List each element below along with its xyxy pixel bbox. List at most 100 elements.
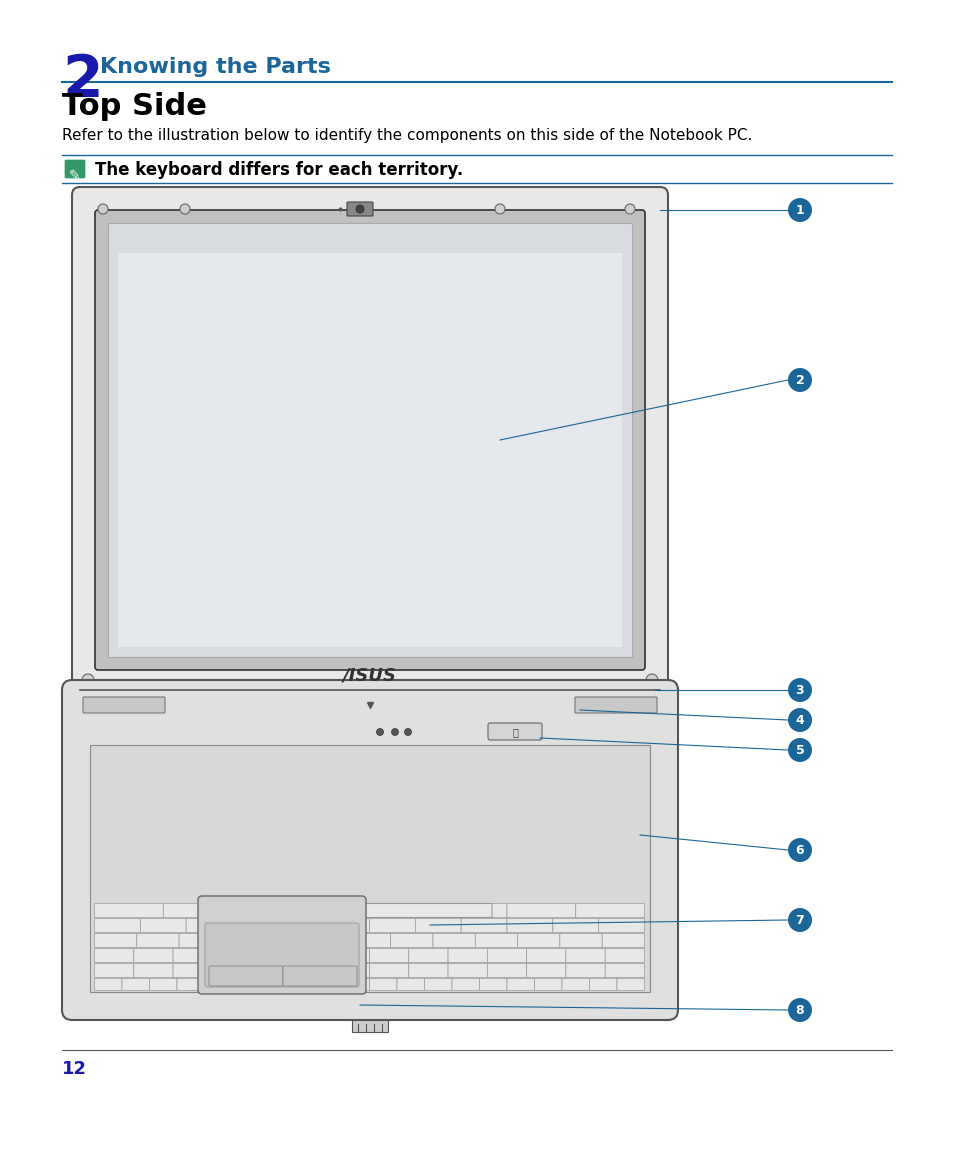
Text: 2: 2 bbox=[795, 373, 803, 387]
FancyBboxPatch shape bbox=[300, 903, 369, 917]
FancyBboxPatch shape bbox=[71, 187, 667, 693]
FancyBboxPatch shape bbox=[94, 918, 140, 932]
FancyBboxPatch shape bbox=[150, 978, 177, 991]
Circle shape bbox=[787, 678, 811, 702]
Text: 8: 8 bbox=[795, 1004, 803, 1016]
Text: 1: 1 bbox=[795, 203, 803, 216]
Circle shape bbox=[787, 839, 811, 862]
FancyBboxPatch shape bbox=[177, 978, 204, 991]
FancyBboxPatch shape bbox=[433, 933, 475, 947]
FancyBboxPatch shape bbox=[408, 963, 448, 977]
Circle shape bbox=[787, 998, 811, 1022]
FancyBboxPatch shape bbox=[601, 933, 644, 947]
Circle shape bbox=[787, 738, 811, 762]
FancyBboxPatch shape bbox=[314, 978, 341, 991]
FancyBboxPatch shape bbox=[604, 948, 644, 962]
Circle shape bbox=[787, 368, 811, 392]
FancyBboxPatch shape bbox=[232, 978, 259, 991]
FancyBboxPatch shape bbox=[283, 966, 356, 986]
FancyBboxPatch shape bbox=[221, 933, 263, 947]
FancyBboxPatch shape bbox=[526, 948, 565, 962]
FancyBboxPatch shape bbox=[118, 253, 621, 647]
FancyBboxPatch shape bbox=[460, 918, 506, 932]
FancyBboxPatch shape bbox=[94, 963, 133, 977]
FancyBboxPatch shape bbox=[65, 161, 85, 178]
FancyBboxPatch shape bbox=[108, 223, 631, 657]
FancyBboxPatch shape bbox=[424, 978, 452, 991]
FancyBboxPatch shape bbox=[452, 978, 479, 991]
FancyBboxPatch shape bbox=[479, 978, 506, 991]
Circle shape bbox=[645, 675, 658, 686]
FancyBboxPatch shape bbox=[506, 918, 552, 932]
FancyBboxPatch shape bbox=[475, 933, 517, 947]
FancyBboxPatch shape bbox=[415, 918, 460, 932]
FancyBboxPatch shape bbox=[172, 948, 213, 962]
FancyBboxPatch shape bbox=[198, 896, 366, 994]
FancyBboxPatch shape bbox=[617, 978, 644, 991]
FancyBboxPatch shape bbox=[122, 978, 150, 991]
FancyBboxPatch shape bbox=[291, 963, 330, 977]
FancyBboxPatch shape bbox=[94, 978, 122, 991]
FancyBboxPatch shape bbox=[390, 933, 433, 947]
FancyBboxPatch shape bbox=[341, 978, 369, 991]
FancyBboxPatch shape bbox=[209, 966, 283, 986]
FancyBboxPatch shape bbox=[487, 963, 526, 977]
FancyBboxPatch shape bbox=[186, 918, 232, 932]
Text: 3: 3 bbox=[795, 684, 803, 696]
FancyBboxPatch shape bbox=[213, 948, 252, 962]
FancyBboxPatch shape bbox=[252, 948, 291, 962]
FancyBboxPatch shape bbox=[369, 948, 408, 962]
FancyBboxPatch shape bbox=[323, 918, 369, 932]
FancyBboxPatch shape bbox=[179, 933, 221, 947]
FancyBboxPatch shape bbox=[83, 696, 165, 713]
FancyBboxPatch shape bbox=[287, 978, 314, 991]
Circle shape bbox=[404, 729, 411, 736]
FancyBboxPatch shape bbox=[62, 680, 678, 1020]
Text: 5: 5 bbox=[795, 744, 803, 757]
Text: ⏻: ⏻ bbox=[512, 726, 517, 737]
Circle shape bbox=[82, 675, 94, 686]
FancyBboxPatch shape bbox=[90, 745, 649, 992]
Text: Knowing the Parts: Knowing the Parts bbox=[100, 57, 331, 77]
FancyBboxPatch shape bbox=[133, 948, 172, 962]
Text: 2: 2 bbox=[62, 52, 103, 109]
FancyBboxPatch shape bbox=[163, 903, 232, 917]
FancyBboxPatch shape bbox=[172, 963, 213, 977]
FancyBboxPatch shape bbox=[561, 978, 589, 991]
FancyBboxPatch shape bbox=[506, 978, 534, 991]
Circle shape bbox=[787, 908, 811, 932]
FancyBboxPatch shape bbox=[559, 933, 601, 947]
FancyBboxPatch shape bbox=[526, 963, 565, 977]
FancyBboxPatch shape bbox=[598, 918, 644, 932]
Circle shape bbox=[624, 204, 635, 214]
FancyBboxPatch shape bbox=[259, 978, 287, 991]
FancyBboxPatch shape bbox=[352, 1020, 388, 1033]
FancyBboxPatch shape bbox=[348, 933, 390, 947]
FancyBboxPatch shape bbox=[506, 903, 576, 917]
FancyBboxPatch shape bbox=[136, 933, 179, 947]
Text: 12: 12 bbox=[62, 1060, 87, 1078]
Circle shape bbox=[180, 204, 190, 214]
Text: 6: 6 bbox=[795, 843, 803, 857]
FancyBboxPatch shape bbox=[488, 723, 541, 740]
FancyBboxPatch shape bbox=[448, 963, 487, 977]
FancyBboxPatch shape bbox=[448, 948, 487, 962]
FancyBboxPatch shape bbox=[552, 918, 598, 932]
Circle shape bbox=[391, 729, 398, 736]
FancyBboxPatch shape bbox=[575, 696, 657, 713]
FancyBboxPatch shape bbox=[589, 978, 617, 991]
FancyBboxPatch shape bbox=[369, 918, 415, 932]
FancyBboxPatch shape bbox=[396, 978, 424, 991]
FancyBboxPatch shape bbox=[369, 978, 396, 991]
FancyBboxPatch shape bbox=[94, 933, 136, 947]
Circle shape bbox=[787, 198, 811, 222]
FancyBboxPatch shape bbox=[232, 903, 300, 917]
FancyBboxPatch shape bbox=[204, 978, 232, 991]
FancyBboxPatch shape bbox=[94, 948, 133, 962]
FancyBboxPatch shape bbox=[277, 918, 323, 932]
Text: The keyboard differs for each territory.: The keyboard differs for each territory. bbox=[95, 161, 463, 179]
FancyBboxPatch shape bbox=[232, 918, 277, 932]
FancyBboxPatch shape bbox=[369, 903, 437, 917]
Text: Top Side: Top Side bbox=[62, 92, 207, 121]
FancyBboxPatch shape bbox=[133, 963, 172, 977]
